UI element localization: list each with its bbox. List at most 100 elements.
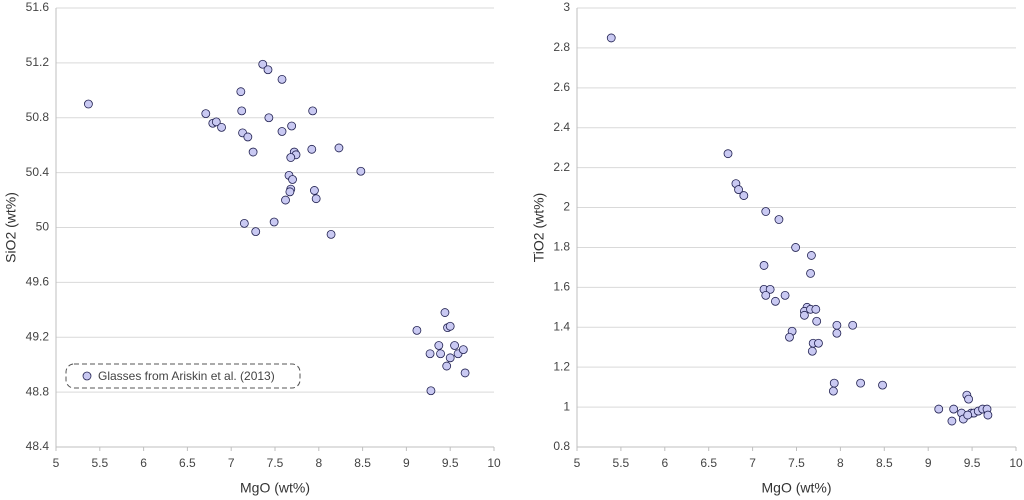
point <box>211 117 221 127</box>
x-tick-label: 6 <box>140 456 147 470</box>
point <box>814 338 823 348</box>
point <box>964 394 973 404</box>
y-tick-label: 49.6 <box>26 275 50 289</box>
point <box>310 186 319 195</box>
point <box>949 404 959 414</box>
y-tick-label: 3 <box>563 0 570 14</box>
point <box>963 410 973 420</box>
point <box>878 380 887 390</box>
point <box>236 87 246 97</box>
point <box>947 416 957 426</box>
chart: 48.4 48.8 49.2 49.6 50 50.4 50.8 51.2 51.6 5 5.5 6 6… <box>3 0 501 496</box>
point <box>440 308 450 317</box>
point <box>307 144 317 154</box>
x-tick-label: 7.5 <box>788 456 805 470</box>
y-tick-label: 1.4 <box>553 319 570 333</box>
point <box>934 404 944 414</box>
point <box>251 227 261 237</box>
y-tick-label: 2.6 <box>553 80 570 94</box>
x-tick-label: 10 <box>487 456 501 470</box>
y-tick-label: 1.6 <box>553 280 570 294</box>
x-tick-label: 9 <box>403 456 410 470</box>
point <box>771 296 780 306</box>
point <box>237 106 247 116</box>
point <box>739 191 749 200</box>
legend-marker <box>82 371 92 381</box>
x-tick-label: 5 <box>574 456 581 470</box>
point <box>983 410 993 420</box>
point <box>308 106 318 116</box>
y-tick-label: 2 <box>563 200 570 214</box>
x-tick-label: 7 <box>749 456 756 470</box>
point <box>606 33 616 43</box>
point <box>84 99 93 109</box>
legend-label: Glasses from Ariskin et al. (2013) <box>98 369 275 383</box>
point <box>326 229 336 239</box>
point <box>806 268 815 278</box>
y-tick-label: 2.4 <box>553 120 570 134</box>
point <box>412 325 422 335</box>
y-tick-label: 1 <box>563 399 570 413</box>
point <box>277 74 287 84</box>
x-tick-label: 6 <box>661 456 668 470</box>
y-tick-label: 2.2 <box>553 160 570 174</box>
point <box>442 361 452 371</box>
point <box>774 215 784 224</box>
point <box>807 251 816 260</box>
point <box>828 386 838 396</box>
y-tick-label: 50.4 <box>26 165 50 179</box>
point <box>791 243 801 252</box>
y-tick-label: 48.8 <box>26 384 50 398</box>
x-tick-label: 6.5 <box>179 456 196 470</box>
point <box>434 341 444 350</box>
point <box>832 328 842 338</box>
point <box>785 332 794 342</box>
y-tick-label: 50 <box>36 220 50 234</box>
point <box>780 290 790 300</box>
x-tick-label: 9.5 <box>442 456 459 470</box>
y-axis-title: TiO2 (wt%) <box>531 193 547 262</box>
point <box>811 304 821 314</box>
point <box>829 378 839 388</box>
point <box>723 149 733 159</box>
point <box>848 320 858 330</box>
point <box>264 113 274 123</box>
point <box>761 207 771 216</box>
y-tick-label: 48.4 <box>26 439 50 453</box>
point <box>436 349 445 359</box>
point <box>450 341 459 350</box>
x-tick-label: 9 <box>925 456 932 470</box>
point <box>258 59 268 69</box>
x-tick-label: 9.5 <box>964 456 981 470</box>
x-tick-label: 7 <box>228 456 235 470</box>
y-tick-label: 50.8 <box>26 110 50 124</box>
point <box>445 321 455 331</box>
legend-box <box>65 363 301 389</box>
point <box>458 345 468 354</box>
point <box>311 194 321 204</box>
point <box>263 65 273 75</box>
x-axis-title: MgO (wt%) <box>240 480 310 496</box>
point <box>277 127 287 136</box>
point <box>426 386 436 396</box>
point <box>761 290 771 300</box>
point <box>334 143 344 153</box>
x-tick-label: 8.5 <box>354 456 371 470</box>
point <box>856 378 865 388</box>
chart: 0.8 1 1.2 1.4 1.6 1.8 2 2.2 2.4 2.6 2.8 3 5 5.5 6 6.5 7 7… <box>531 0 1023 496</box>
point <box>807 346 817 356</box>
point <box>217 122 226 132</box>
point <box>239 218 249 228</box>
x-tick-label: 8 <box>837 456 844 470</box>
point <box>425 349 435 359</box>
point <box>281 195 290 205</box>
x-tick-label: 6.5 <box>700 456 717 470</box>
point <box>734 185 743 194</box>
y-tick-label: 2.8 <box>553 40 570 54</box>
point <box>269 217 279 227</box>
x-tick-label: 5.5 <box>91 456 108 470</box>
x-tick-label: 8.5 <box>876 456 893 470</box>
y-tick-label: 0.8 <box>553 439 570 453</box>
